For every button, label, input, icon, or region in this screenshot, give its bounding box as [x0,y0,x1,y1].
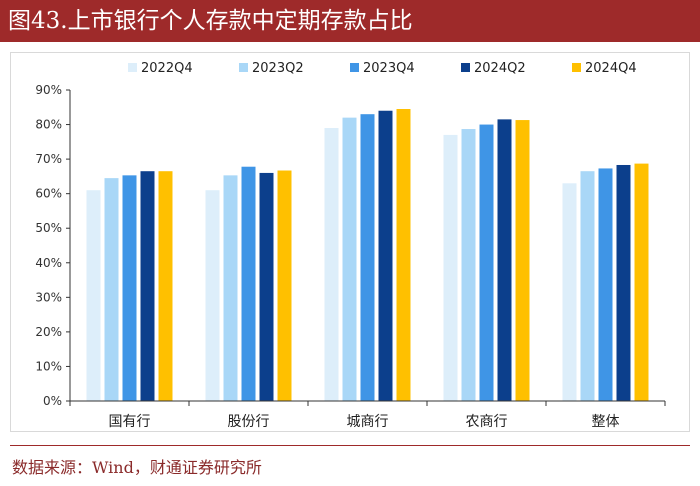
bar-2022Q4 [562,183,577,401]
bar-2023Q2 [104,178,119,401]
legend-label: 2024Q2 [474,61,526,76]
y-tick-label: 70% [35,152,62,166]
bar-2024Q4 [277,170,292,401]
x-tick-label: 国有行 [109,414,151,430]
legend-swatch [239,63,248,72]
legend-swatch [461,63,470,72]
source-note: 数据来源：Wind，财通证券研究所 [12,458,262,477]
bar-2023Q4 [122,175,137,401]
y-axis: 0% 10% 20% 30% 40% 50% 60% 70% 80% 90% [35,83,71,408]
figure-title: 图43.上市银行个人存款中定期存款占比 [0,0,700,42]
legend-label: 2023Q4 [363,61,415,76]
x-tick-label: 股份行 [228,414,270,430]
bar-2023Q2 [223,175,238,401]
y-tick-label: 10% [35,359,62,373]
x-axis: 国有行 股份行 城商行 农商行 整体 [69,400,666,430]
bar-2024Q2 [140,171,155,401]
bar-2022Q4 [324,128,339,401]
bar-2023Q4 [360,114,375,401]
bar-2023Q2 [461,129,476,401]
y-tick-label: 50% [35,221,62,235]
bar-2022Q4 [205,190,220,401]
x-tick-label: 城商行 [347,414,389,430]
bar-2024Q2 [616,164,631,401]
legend-swatch [128,63,137,72]
bar-2024Q4 [634,163,649,401]
bars [86,109,649,402]
legend-label: 2024Q4 [585,61,637,76]
bar-2024Q4 [158,171,173,401]
bar-2024Q4 [396,109,411,401]
y-tick-label: 20% [35,325,62,339]
bar-2024Q2 [259,172,274,401]
y-tick-label: 40% [35,256,62,270]
legend-label: 2023Q2 [252,61,304,76]
bar-2022Q4 [86,190,101,401]
bar-2022Q4 [443,134,458,401]
bar-2023Q2 [342,117,357,402]
source-divider [10,445,690,446]
bar-2024Q4 [515,120,530,402]
bar-2023Q2 [580,171,595,401]
legend-swatch [572,63,581,72]
legend: 2022Q4 2023Q2 2023Q4 2024Q2 2024Q4 [128,61,637,76]
y-tick-label: 90% [35,83,62,97]
bar-2023Q4 [241,166,256,401]
y-tick-label: 0% [43,394,62,408]
legend-swatch [350,63,359,72]
chart-frame [10,52,690,432]
x-tick-label: 农商行 [466,414,508,430]
bar-2024Q2 [378,110,393,401]
bar-2023Q4 [598,168,613,401]
bar-2023Q4 [479,124,494,402]
bar-2024Q2 [497,119,512,401]
legend-label: 2022Q4 [141,61,193,76]
x-tick-label: 整体 [592,414,620,430]
y-tick-label: 60% [35,187,62,201]
y-tick-label: 80% [35,118,62,132]
y-tick-label: 30% [35,290,62,304]
